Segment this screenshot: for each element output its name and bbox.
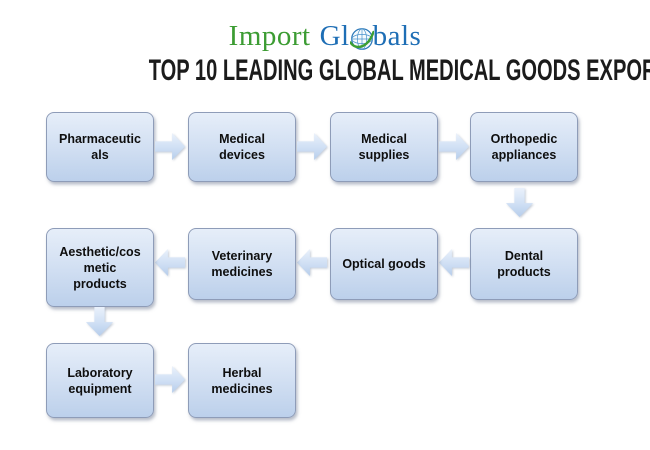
box-pharmaceuticals: Pharmaceutic als — [46, 112, 154, 182]
left-arrow-icon — [439, 249, 469, 276]
import-globals-logo: Import Gl bals — [0, 17, 650, 55]
right-arrow-icon — [155, 366, 185, 393]
page-title-text: TOP 10 LEADING GLOBAL MEDICAL GOODS EXPO… — [148, 54, 650, 87]
box-label: Aesthetic/cos metic products — [59, 244, 141, 291]
box-label: Orthopedic appliances — [490, 132, 558, 162]
left-arrow-icon — [297, 249, 327, 276]
box-label: Veterinary medicines — [211, 249, 273, 279]
box-orthopedic-appliances: Orthopedic appliances — [470, 112, 578, 182]
logo-text-import: Import — [228, 19, 311, 52]
box-veterinary-medicines: Veterinary medicines — [188, 228, 296, 300]
box-label: Herbal medicines — [211, 365, 273, 396]
box-medical-devices: Medical devices — [188, 112, 296, 182]
box-laboratory-equipment: Laboratory equipment — [46, 343, 154, 418]
down-arrow-icon — [506, 188, 533, 217]
box-label: Optical goods — [342, 257, 426, 271]
right-arrow-icon — [439, 133, 469, 160]
box-label: Laboratory equipment — [67, 365, 133, 396]
box-dental-products: Dental products — [470, 228, 578, 300]
right-arrow-icon — [155, 133, 185, 160]
box-label: Medical supplies — [358, 132, 410, 162]
down-arrow-icon — [86, 307, 113, 336]
box-herbal-medicines: Herbal medicines — [188, 343, 296, 418]
logo-text-bals: bals — [372, 19, 422, 52]
box-medical-supplies: Medical supplies — [330, 112, 438, 182]
left-arrow-icon — [155, 249, 185, 276]
box-label: Medical devices — [219, 132, 265, 162]
box-label: Pharmaceutic als — [59, 132, 141, 162]
globe-icon — [348, 26, 375, 50]
logo-text-gl: Gl — [319, 19, 350, 52]
page-title: TOP 10 LEADING GLOBAL MEDICAL GOODS EXPO… — [0, 54, 650, 88]
box-label: Dental products — [497, 249, 551, 279]
box-optical-goods: Optical goods — [330, 228, 438, 300]
right-arrow-icon — [297, 133, 327, 160]
box-aesthetic-cosmetic-products: Aesthetic/cos metic products — [46, 228, 154, 307]
